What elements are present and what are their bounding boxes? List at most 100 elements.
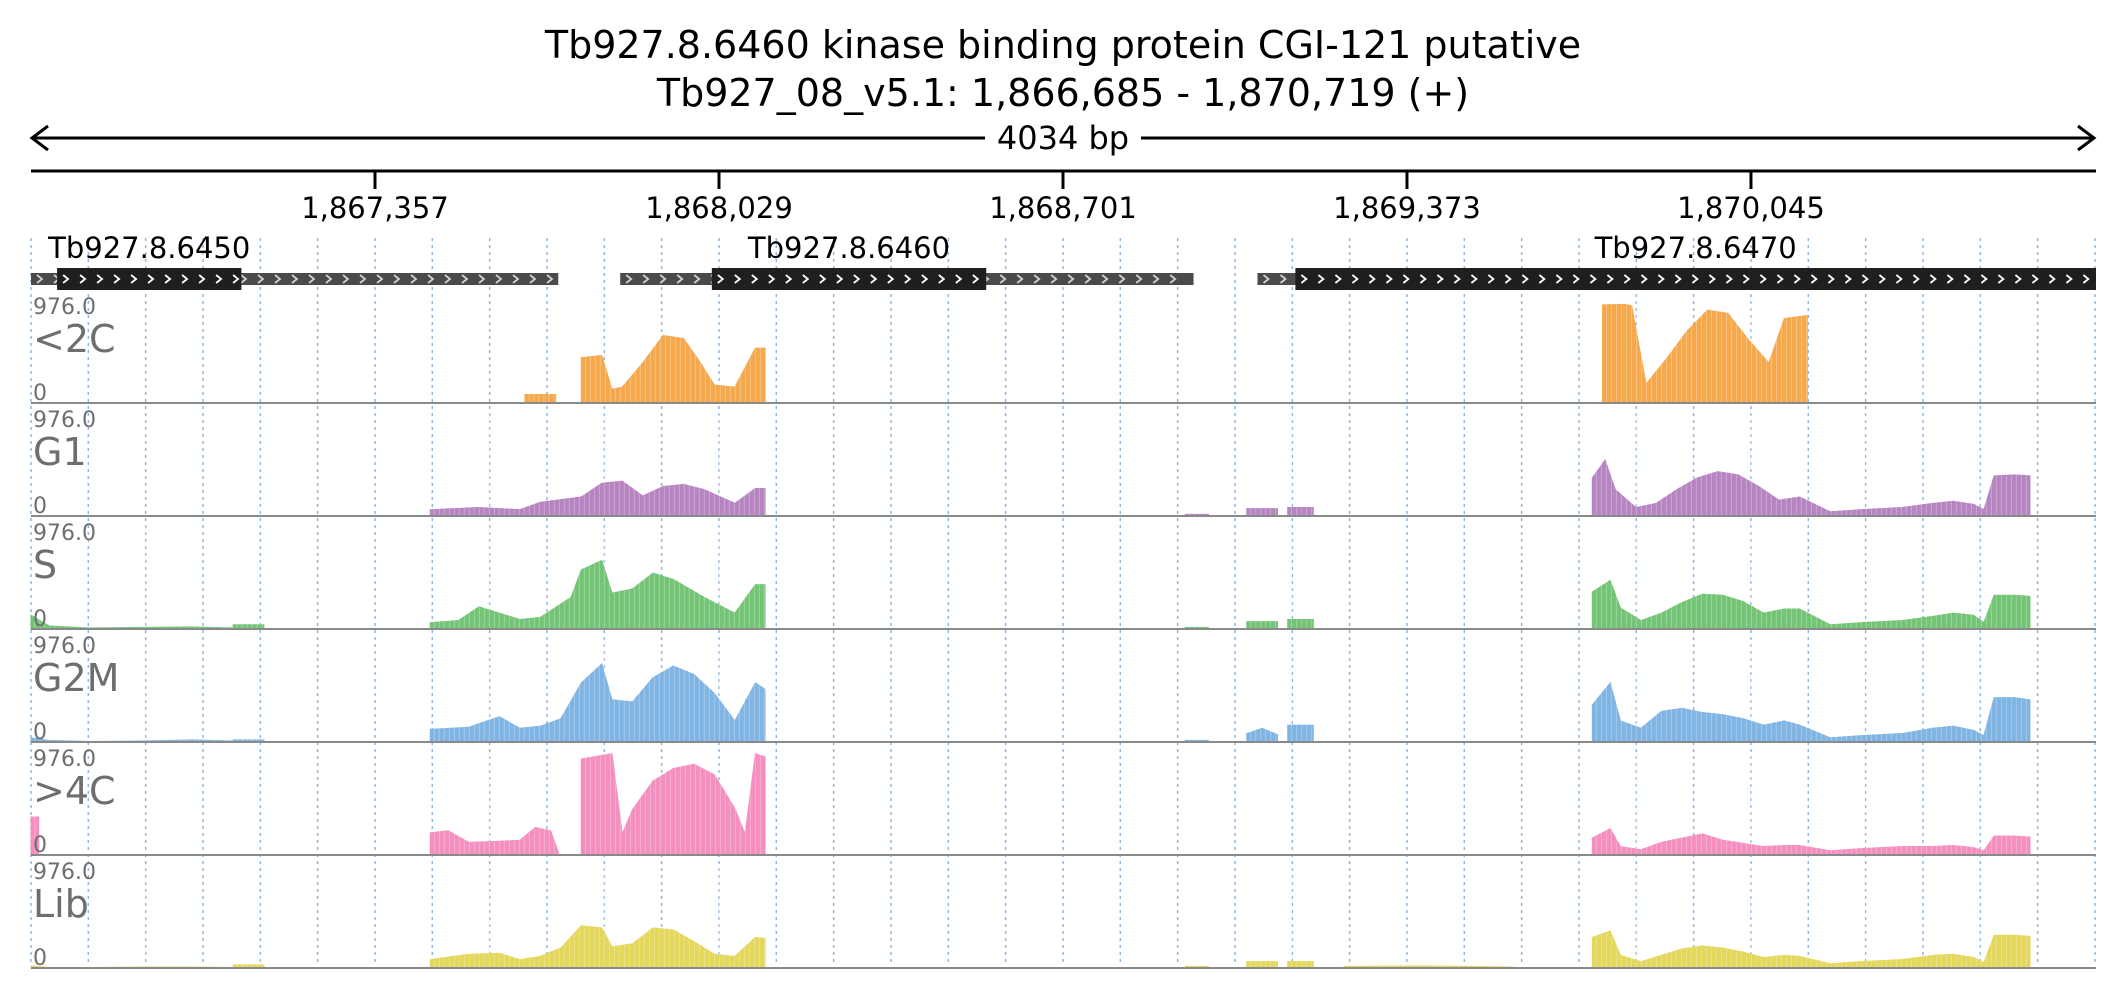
coverage-segment xyxy=(1246,727,1278,743)
track-name: G1 xyxy=(33,430,87,474)
strand-chevron xyxy=(461,274,469,284)
track-ymax: 976.0 xyxy=(33,747,96,772)
strand-chevron xyxy=(1912,274,1920,284)
strand-chevron xyxy=(1016,274,1024,284)
span-label: 4034 bp xyxy=(997,119,1129,157)
strand-chevron xyxy=(1169,274,1177,284)
strand-chevron xyxy=(972,274,980,284)
track-G2M: 976.0 0 G2M xyxy=(30,634,2096,745)
strand-chevron xyxy=(768,274,776,284)
strand-chevron xyxy=(1487,274,1495,284)
chart-subtitle: Tb927_08_v5.1: 1,866,685 - 1,870,719 (+) xyxy=(656,71,1469,115)
strand-chevron xyxy=(2082,274,2090,284)
track-name: Lib xyxy=(33,882,89,926)
strand-chevron xyxy=(1793,274,1801,284)
cds-bar xyxy=(57,268,242,290)
strand-chevron xyxy=(1776,274,1784,284)
strand-chevron xyxy=(1657,274,1665,284)
strand-chevron xyxy=(240,274,248,284)
strand-chevron xyxy=(325,274,333,284)
strand-chevron xyxy=(2065,274,2073,284)
strand-chevron xyxy=(999,274,1007,284)
strand-chevron xyxy=(1759,274,1767,284)
track->4C: 976.0 0 >4C xyxy=(30,747,2096,858)
coverage-segment xyxy=(1591,827,2031,856)
strand-chevron xyxy=(1742,274,1750,284)
strand-chevron xyxy=(938,274,946,284)
strand-chevron xyxy=(1334,274,1342,284)
strand-chevron xyxy=(546,274,554,284)
strand-chevron xyxy=(1878,274,1886,284)
strand-chevron xyxy=(1572,274,1580,284)
strand-chevron xyxy=(870,274,878,284)
strand-chevron xyxy=(1419,274,1427,284)
track-S: 976.0 0 S xyxy=(30,521,2096,632)
coverage-segment xyxy=(580,753,766,856)
strand-chevron xyxy=(1623,274,1631,284)
strand-chevron xyxy=(1050,274,1058,284)
strand-chevron xyxy=(642,274,650,284)
strand-chevron xyxy=(376,274,384,284)
track-name: <2C xyxy=(33,317,116,361)
strand-chevron xyxy=(904,274,912,284)
gene-label: Tb927.8.6460 xyxy=(747,231,950,265)
track-ymin: 0 xyxy=(33,381,47,406)
strand-chevron xyxy=(478,274,486,284)
strand-chevron xyxy=(427,274,435,284)
coverage-segment xyxy=(1591,681,2031,743)
strand-chevron xyxy=(693,274,701,284)
coverage-segment xyxy=(1591,930,2031,969)
strand-chevron xyxy=(1997,274,2005,284)
strand-chevron xyxy=(1538,274,1546,284)
coverage-segment xyxy=(1246,621,1278,630)
tick-label: 1,868,029 xyxy=(645,191,793,225)
gene-Tb927.8.6470: Tb927.8.6470 xyxy=(1257,231,2096,290)
tick-label: 1,870,045 xyxy=(1677,191,1825,225)
strand-chevron xyxy=(1708,274,1716,284)
strand-chevron xyxy=(751,274,759,284)
coverage-segment xyxy=(429,480,766,517)
track-ymin: 0 xyxy=(33,946,47,971)
strand-chevron xyxy=(1827,274,1835,284)
tick-label: 1,869,373 xyxy=(1333,191,1481,225)
track-ymin: 0 xyxy=(33,494,47,519)
strand-chevron xyxy=(1589,274,1597,284)
strand-chevron xyxy=(342,274,350,284)
strand-chevron xyxy=(444,274,452,284)
track-Lib: 976.0 0 Lib xyxy=(30,860,2096,971)
track-ymax: 976.0 xyxy=(33,860,96,885)
gene-Tb927.8.6450: Tb927.8.6450 xyxy=(31,231,559,290)
strand-chevron xyxy=(1351,274,1359,284)
gene-Tb927.8.6460: Tb927.8.6460 xyxy=(620,231,1194,290)
strand-chevron xyxy=(1067,274,1075,284)
coverage-segment xyxy=(524,394,557,404)
chart-title: Tb927.8.6460 kinase binding protein CGI-… xyxy=(544,23,1581,67)
strand-chevron xyxy=(62,274,70,284)
strand-chevron xyxy=(1895,274,1903,284)
strand-chevron xyxy=(1152,274,1160,284)
strand-chevron xyxy=(1504,274,1512,284)
strand-chevron xyxy=(257,274,265,284)
strand-chevron xyxy=(717,274,725,284)
strand-chevron xyxy=(1963,274,1971,284)
strand-chevron xyxy=(198,274,206,284)
coverage-segment xyxy=(429,925,766,969)
strand-chevron xyxy=(232,274,240,284)
strand-chevron xyxy=(1521,274,1529,284)
strand-chevron xyxy=(1453,274,1461,284)
track-ymax: 976.0 xyxy=(33,521,96,546)
strand-chevron xyxy=(1317,274,1325,284)
strand-chevron xyxy=(1084,274,1092,284)
span-arrow xyxy=(29,124,2097,152)
strand-chevron xyxy=(1606,274,1614,284)
strand-chevron xyxy=(802,274,810,284)
strand-chevron xyxy=(1691,274,1699,284)
strand-chevron xyxy=(1674,274,1682,284)
strand-chevron xyxy=(887,274,895,284)
strand-chevron xyxy=(955,274,963,284)
strand-chevron xyxy=(164,274,172,284)
strand-chevron xyxy=(1033,274,1041,284)
strand-chevron xyxy=(512,274,520,284)
strand-chevron xyxy=(495,274,503,284)
strand-chevron xyxy=(393,274,401,284)
